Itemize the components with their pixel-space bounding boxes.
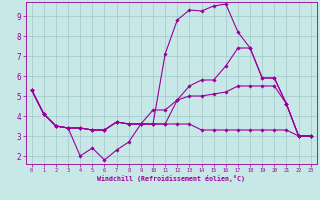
X-axis label: Windchill (Refroidissement éolien,°C): Windchill (Refroidissement éolien,°C) xyxy=(97,175,245,182)
